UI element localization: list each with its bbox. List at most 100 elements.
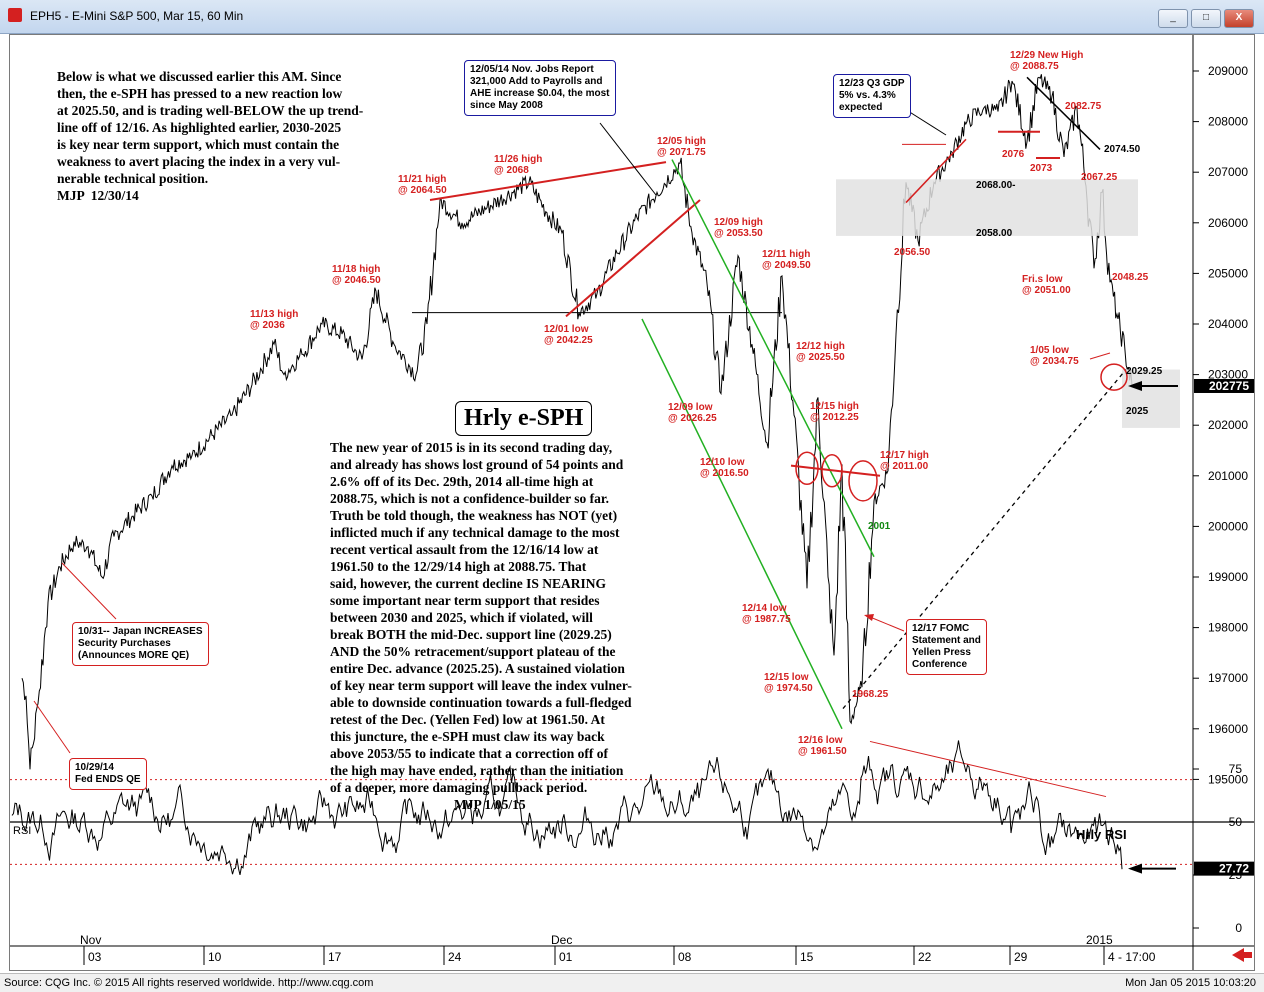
rsi-trendline <box>869 740 1107 798</box>
day-tick-label: 10 <box>208 950 222 964</box>
price-label-1121: 11/21 high <box>398 174 446 185</box>
price-label-1211-line1: @ 2049.50 <box>762 260 811 271</box>
trendline-high <box>1026 76 1101 150</box>
month-label: 2015 <box>1086 933 1113 947</box>
gdp-connector <box>907 110 947 136</box>
price-label-1113-line1: @ 2036 <box>250 320 285 331</box>
maximize-button[interactable]: □ <box>1191 9 1221 28</box>
month-label: Dec <box>551 933 572 947</box>
price-label-1201-line1: @ 2042.25 <box>544 335 593 346</box>
price-label-1118-line1: @ 2046.50 <box>332 275 381 286</box>
note-main-signature: MJP 1/05/15 <box>454 797 526 812</box>
price-label-1216-line1: @ 1961.50 <box>798 746 847 757</box>
chart-title: Hrly e-SPH <box>455 401 593 436</box>
fed-connector <box>33 700 71 754</box>
day-tick-label: 01 <box>559 950 573 964</box>
price-label-1209l: 12/09 low <box>668 402 713 413</box>
highlight-circle <box>848 460 878 502</box>
price-label-1212-line1: @ 2025.50 <box>796 352 845 363</box>
price-label-205650: 2056.50 <box>894 247 931 258</box>
day-tick-label: 15 <box>800 950 814 964</box>
note-top: Below is what we discussed earlier this … <box>57 69 364 203</box>
price-label-2076: 2076 <box>1002 149 1025 160</box>
day-tick-label: 22 <box>918 950 932 964</box>
japan-qe-box: 10/31-- Japan INCREASES Security Purchas… <box>72 622 209 666</box>
price-label-204825: 2048.25 <box>1112 272 1149 283</box>
day-tick-label: 03 <box>88 950 102 964</box>
app-logo-icon <box>8 8 22 22</box>
copyright-text: Source: CQG Inc. © 2015 All rights reser… <box>4 977 374 989</box>
price-tick-label: 200000 <box>1208 519 1248 533</box>
jobs-connector <box>599 122 657 196</box>
rsi-tick-label: 75 <box>1229 762 1243 776</box>
highlight-circle <box>1100 363 1128 391</box>
price-label-207450: 2074.50 <box>1104 144 1141 155</box>
price-label-202925: 2029.25 <box>1126 366 1163 377</box>
fomc-connector <box>869 616 905 632</box>
timestamp-text: Mon Jan 05 2015 10:03:20 <box>1125 977 1256 989</box>
channel-upper <box>671 159 875 558</box>
price-tick-label: 204000 <box>1208 317 1248 331</box>
price-tick-label: 198000 <box>1208 621 1248 635</box>
price-label-206800: 2068.00- <box>976 180 1015 191</box>
price-label-1209h: 12/09 high <box>714 217 763 228</box>
price-label-206725: 2067.25 <box>1081 172 1118 183</box>
price-label-1121-line1: @ 2064.50 <box>398 185 447 196</box>
trendline-2011 <box>790 464 881 477</box>
rsi-line <box>11 740 1123 876</box>
price-tick-label: 197000 <box>1208 671 1248 685</box>
price-label-1205-line1: @ 2071.75 <box>657 147 706 158</box>
price-label-2001: 2001 <box>868 521 891 532</box>
rsi-arrow-icon <box>1128 863 1142 874</box>
price-label-1212: 12/12 high <box>796 341 845 352</box>
price-label-2025: 2025 <box>1126 406 1149 417</box>
low-0105-connector <box>1089 352 1111 360</box>
last-price-label: 202775 <box>1209 379 1249 393</box>
japan-connector <box>61 562 117 620</box>
price-label-1113: 11/13 high <box>250 309 298 320</box>
price-label-fri: Fri.s low <box>1022 274 1063 285</box>
rsi-pane-label: RSI <box>13 825 31 837</box>
fomc-box: 12/17 FOMC Statement and Yellen Press Co… <box>906 619 987 675</box>
minimize-button[interactable]: _ <box>1158 9 1188 28</box>
day-tick-label: 08 <box>678 950 692 964</box>
price-tick-label: 196000 <box>1208 722 1248 736</box>
rsi-last-tag <box>1194 861 1254 876</box>
status-bar: Source: CQG Inc. © 2015 All rights reser… <box>0 973 1264 992</box>
price-arrow-icon <box>1128 380 1142 391</box>
day-tick-label: 24 <box>448 950 462 964</box>
trendline-up-dec <box>565 199 701 318</box>
price-label-1209l-line1: @ 2026.25 <box>668 413 717 424</box>
price-tick-label: 201000 <box>1208 469 1248 483</box>
rsi-tick-label: 50 <box>1229 815 1243 829</box>
highlight-circle <box>795 451 819 485</box>
window-title: EPH5 - E-Mini S&P 500, Mar 15, 60 Min <box>30 9 244 23</box>
price-label-1126: 11/26 high <box>494 154 542 165</box>
price-label-1215h: 12/15 high <box>810 401 859 412</box>
rsi-last-label: 27.72 <box>1219 862 1249 876</box>
price-tick-label: 206000 <box>1208 216 1248 230</box>
trendline-small-up <box>905 138 967 204</box>
support-zone-2058-2068 <box>836 179 1138 236</box>
fomc-arrow-icon <box>864 614 874 621</box>
channel-lower <box>641 318 843 730</box>
support-zone-2025-2029 <box>1122 369 1180 428</box>
price-label-1210-line1: @ 2016.50 <box>700 468 749 479</box>
price-label-1118: 11/18 high <box>332 264 380 275</box>
day-tick-label: 17 <box>328 950 342 964</box>
close-button[interactable]: X <box>1224 9 1254 28</box>
price-tick-label: 207000 <box>1208 165 1248 179</box>
price-label-1229: 12/29 New High <box>1010 50 1083 61</box>
day-tick-label: 4 - 17:00 <box>1108 950 1156 964</box>
price-label-208275: 2082.75 <box>1065 101 1102 112</box>
gdp-box: 12/23 Q3 GDP 5% vs. 4.3% expected <box>833 74 911 118</box>
price-chart[interactable]: 209000 208000 207000 206000 205000 204000 2030… <box>10 35 1254 970</box>
price-tick-label: 195000 <box>1208 772 1248 786</box>
price-tick-label: 209000 <box>1208 64 1248 78</box>
fed-ends-qe-box: 10/29/14 Fed ENDS QE <box>69 758 147 790</box>
price-tick-label: 202000 <box>1208 418 1248 432</box>
price-label-196825: 1968.25 <box>852 689 889 700</box>
price-label-1210: 12/10 low <box>700 457 745 468</box>
price-label-0105: 1/05 low <box>1030 345 1069 356</box>
highlight-circle <box>821 453 843 488</box>
